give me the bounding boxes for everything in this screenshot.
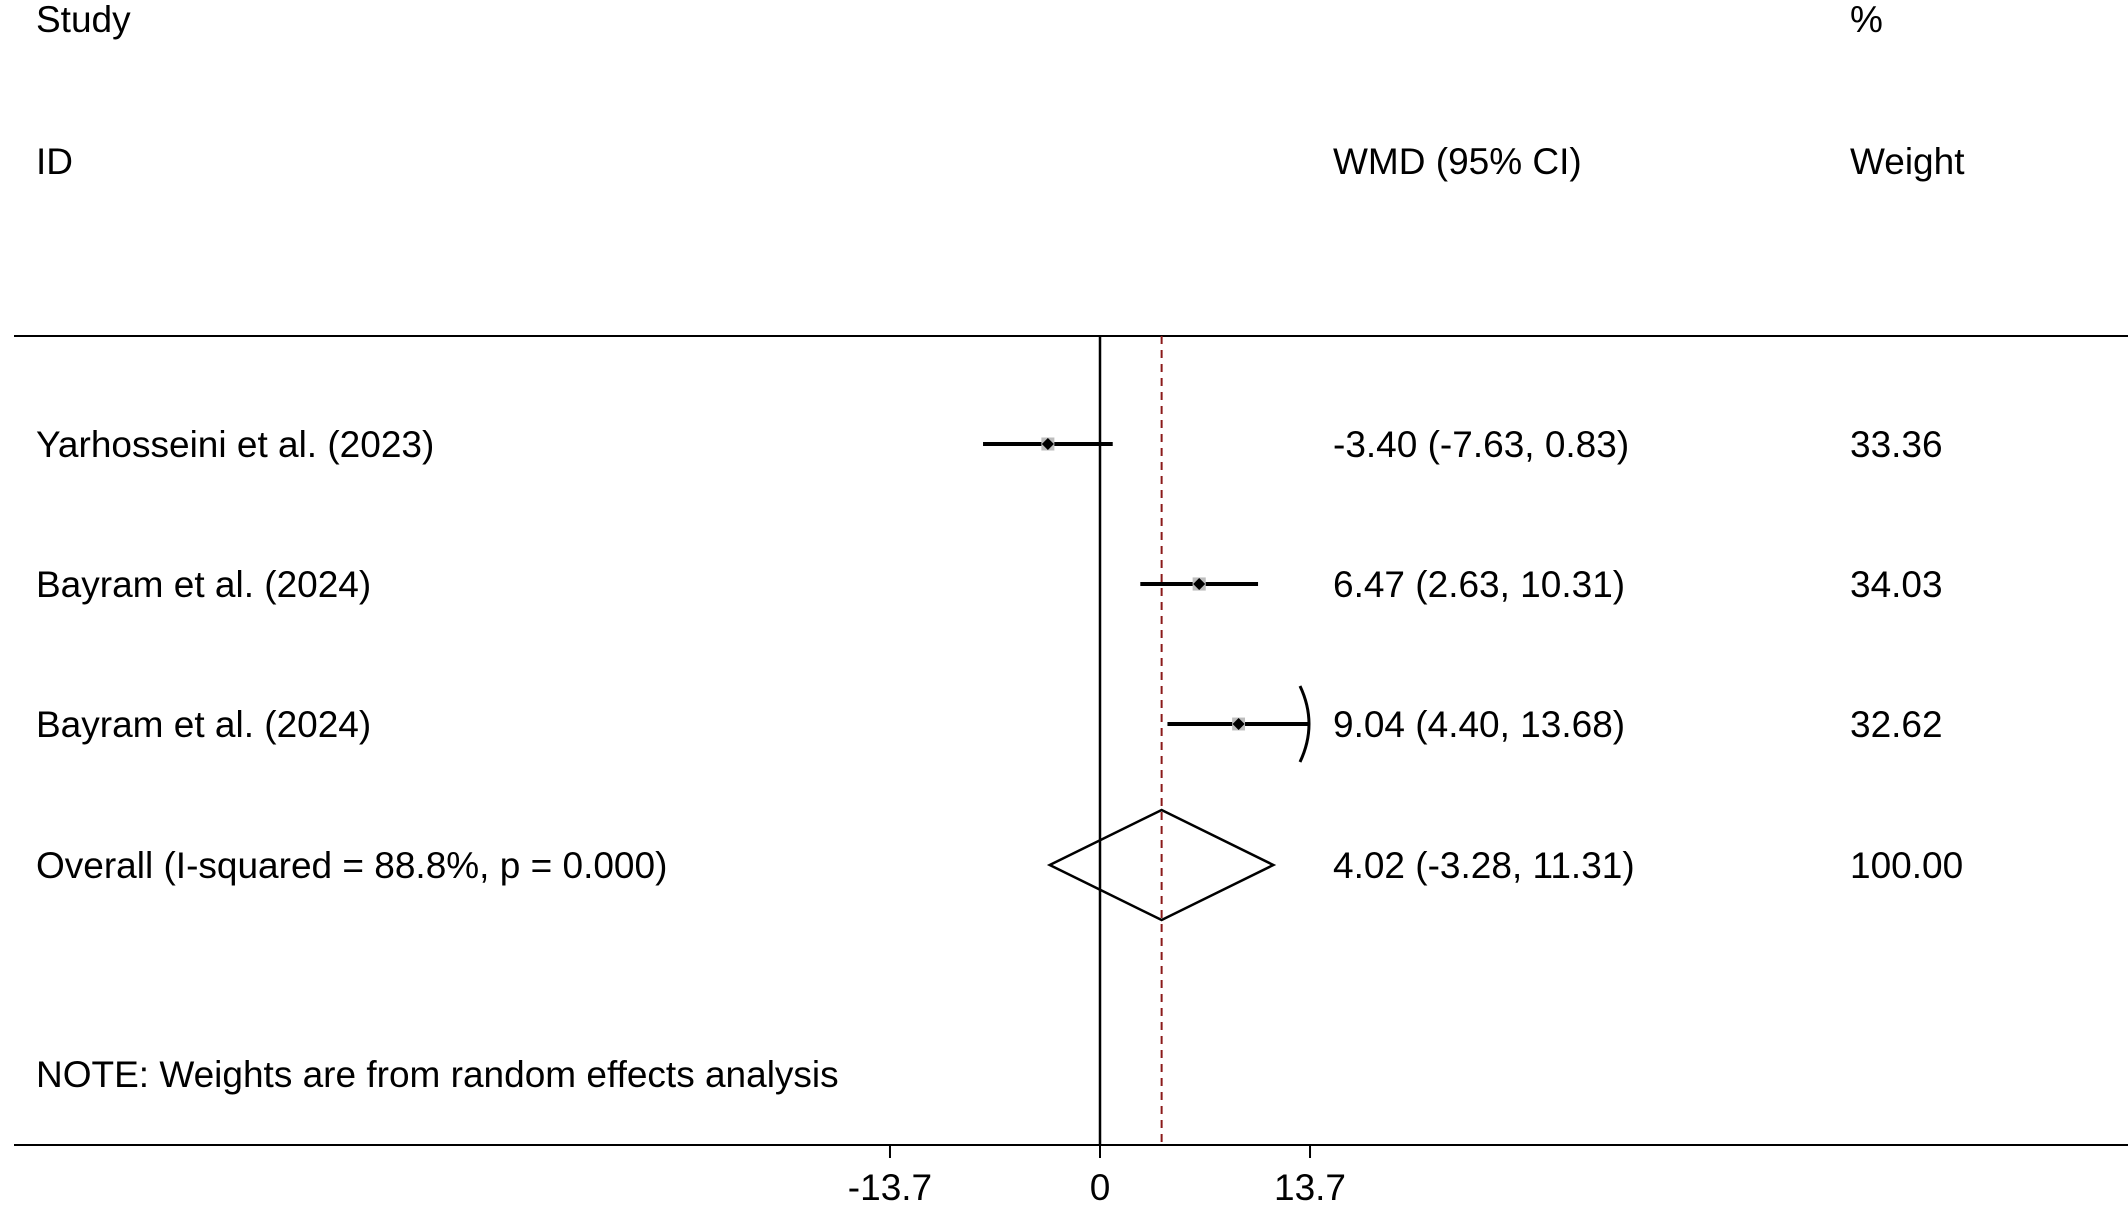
header-id: ID	[36, 141, 73, 182]
overall-label: Overall (I-squared = 88.8%, p = 0.000)	[36, 845, 667, 886]
study-label: Yarhosseini et al. (2023)	[36, 424, 434, 465]
study-row: Bayram et al. (2024) 9.04 (4.40, 13.68) 32…	[36, 685, 1943, 763]
study-label: Bayram et al. (2024)	[36, 564, 371, 605]
x-axis-ticks: -13.7 0 13.7	[848, 1145, 1346, 1205]
weight-text: 32.62	[1850, 704, 1943, 745]
header-weight: Weight	[1850, 141, 1965, 182]
study-rows: Yarhosseini et al. (2023) -3.40 (-7.63, 0…	[36, 424, 1943, 763]
overall-diamond	[1046, 808, 1277, 922]
x-tick-label: 0	[1090, 1167, 1111, 1205]
study-label: Bayram et al. (2024)	[36, 704, 371, 745]
x-tick-label: -13.7	[848, 1167, 932, 1205]
ci-text: 9.04 (4.40, 13.68)	[1333, 704, 1625, 745]
point-estimate	[1041, 438, 1054, 450]
study-row: Yarhosseini et al. (2023) -3.40 (-7.63, 0…	[36, 424, 1943, 465]
overall-ci-text: 4.02 (-3.28, 11.31)	[1333, 845, 1635, 886]
point-estimate	[1193, 578, 1206, 590]
point-estimate	[1232, 718, 1245, 730]
ci-text: -3.40 (-7.63, 0.83)	[1333, 424, 1629, 465]
header-study: Study	[36, 0, 131, 40]
header-percent: %	[1850, 0, 1883, 40]
note-text: NOTE: Weights are from random effects an…	[36, 1054, 839, 1095]
ci-arrow-right	[1298, 685, 1311, 763]
ci-text: 6.47 (2.63, 10.31)	[1333, 564, 1625, 605]
weight-text: 33.36	[1850, 424, 1943, 465]
overall-weight-text: 100.00	[1850, 845, 1963, 886]
x-tick-label: 13.7	[1274, 1167, 1346, 1205]
study-row: Bayram et al. (2024) 6.47 (2.63, 10.31) 34…	[36, 564, 1943, 605]
header-effect: WMD (95% CI)	[1333, 141, 1582, 182]
weight-text: 34.03	[1850, 564, 1943, 605]
